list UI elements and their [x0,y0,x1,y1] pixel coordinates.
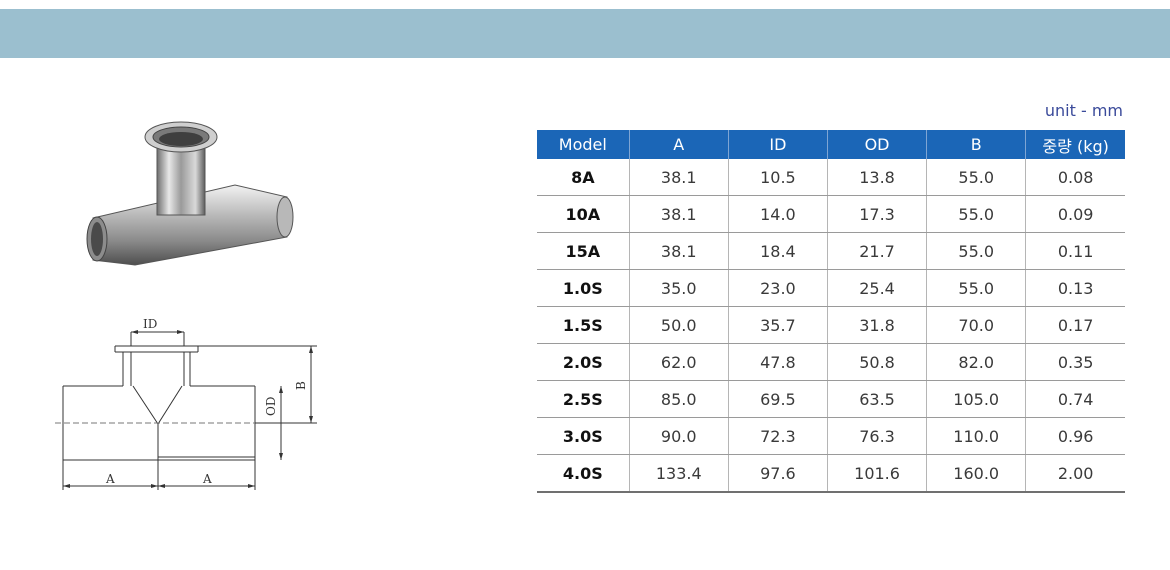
cell-weight: 0.08 [1025,159,1125,196]
cell-a: 133.4 [628,454,729,493]
cell-model: 1.0S [537,269,630,307]
cell-id: 23.0 [727,269,828,307]
table-row: 2.0S 62.0 47.8 50.8 82.0 0.35 [537,343,1125,381]
header-weight: 중량 (kg) [1025,130,1125,159]
cell-model: 1.5S [537,306,630,344]
table-row: 1.5S 50.0 35.7 31.8 70.0 0.17 [537,306,1125,344]
cell-weight: 0.35 [1025,343,1125,381]
cell-od: 31.8 [826,306,927,344]
cell-id: 72.3 [727,417,828,455]
header-a: A [628,130,729,159]
cell-od: 76.3 [826,417,927,455]
cell-b: 70.0 [926,306,1026,344]
cell-b: 55.0 [926,232,1026,270]
cell-b: 105.0 [926,380,1026,418]
cell-b: 160.0 [926,454,1026,493]
label-a-left: A [105,472,115,486]
cell-weight: 0.96 [1025,417,1125,455]
cell-id: 47.8 [727,343,828,381]
dimension-drawing: ID B OD A A [55,317,317,490]
cell-id: 10.5 [727,159,828,196]
cell-model: 15A [537,232,630,270]
table-header-row: Model A ID OD B 중량 (kg) [537,130,1125,159]
cell-model: 2.0S [537,343,630,381]
cell-od: 101.6 [826,454,927,493]
cell-b: 55.0 [926,159,1026,196]
cell-model: 4.0S [537,454,630,493]
cell-a: 85.0 [628,380,729,418]
cell-model: 8A [537,159,630,196]
table-row: 8A 38.1 10.5 13.8 55.0 0.08 [537,159,1125,196]
cell-id: 35.7 [727,306,828,344]
spec-table: Model A ID OD B 중량 (kg) 8A 38.1 10.5 13.… [537,130,1125,493]
cell-a: 38.1 [628,195,729,233]
cell-model: 3.0S [537,417,630,455]
table-row: 15A 38.1 18.4 21.7 55.0 0.11 [537,232,1125,270]
cell-weight: 2.00 [1025,454,1125,493]
cell-a: 90.0 [628,417,729,455]
table-row: 2.5S 85.0 69.5 63.5 105.0 0.74 [537,380,1125,418]
cell-od: 13.8 [826,159,927,196]
cell-b: 82.0 [926,343,1026,381]
product-photo [86,121,294,266]
label-a-right: A [202,472,212,486]
header-id: ID [727,130,828,159]
cell-weight: 0.09 [1025,195,1125,233]
table-row: 1.0S 35.0 23.0 25.4 55.0 0.13 [537,269,1125,307]
cell-model: 10A [537,195,630,233]
cell-model: 2.5S [537,380,630,418]
header-b: B [926,130,1026,159]
cell-a: 38.1 [628,232,729,270]
cell-a: 62.0 [628,343,729,381]
cell-id: 14.0 [727,195,828,233]
cell-weight: 0.13 [1025,269,1125,307]
cell-weight: 0.74 [1025,380,1125,418]
cell-od: 21.7 [826,232,927,270]
label-od: OD [264,397,278,416]
cell-a: 50.0 [628,306,729,344]
table-row: 4.0S 133.4 97.6 101.6 160.0 2.00 [537,454,1125,493]
label-id: ID [143,317,157,331]
cell-a: 35.0 [628,269,729,307]
cell-a: 38.1 [628,159,729,196]
cell-id: 69.5 [727,380,828,418]
header-od: OD [826,130,927,159]
cell-b: 110.0 [926,417,1026,455]
cell-b: 55.0 [926,195,1026,233]
table-row: 10A 38.1 14.0 17.3 55.0 0.09 [537,195,1125,233]
cell-b: 55.0 [926,269,1026,307]
header-banner [0,9,1170,58]
label-b: B [294,381,308,390]
cell-od: 17.3 [826,195,927,233]
cell-od: 63.5 [826,380,927,418]
header-model: Model [537,130,630,159]
cell-id: 18.4 [727,232,828,270]
table-row: 3.0S 90.0 72.3 76.3 110.0 0.96 [537,417,1125,455]
cell-od: 50.8 [826,343,927,381]
unit-label: unit - mm [1044,101,1123,120]
cell-weight: 0.11 [1025,232,1125,270]
cell-id: 97.6 [727,454,828,493]
cell-weight: 0.17 [1025,306,1125,344]
cell-od: 25.4 [826,269,927,307]
